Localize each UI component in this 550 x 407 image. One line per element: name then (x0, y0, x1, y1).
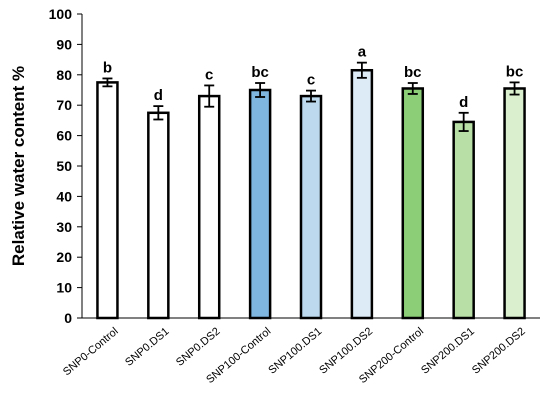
bar (299, 94, 323, 320)
bar (503, 87, 526, 320)
y-tick-label: 90 (56, 36, 72, 52)
category-label: SNP0.DS2 (174, 325, 222, 368)
significance-letter: c (205, 66, 213, 83)
category-label: SNP200.DS1 (419, 325, 477, 376)
bar (452, 120, 475, 320)
significance-letter: d (154, 87, 163, 104)
bar (96, 81, 119, 320)
category-label: SNP0.DS1 (123, 325, 171, 368)
category-labels: SNP0-Control SNP0.DS1 SNP0.DS2SNP100-Contr… (61, 325, 528, 386)
significance-letter: b (103, 59, 112, 76)
y-tick-label: 40 (56, 188, 72, 204)
significance-letter: bc (404, 64, 422, 81)
y-tick-label: 70 (56, 97, 72, 113)
category-label: SNP100.DS1 (266, 325, 324, 376)
significance-letter: bc (506, 63, 524, 80)
y-tick-label: 0 (64, 310, 72, 326)
significance-letter: c (307, 72, 315, 89)
y-tick-label: 100 (49, 6, 73, 22)
category-label: SNP0-Control (61, 325, 121, 378)
significance-letter: d (459, 94, 468, 111)
y-tick-label: 20 (56, 249, 72, 265)
bar (147, 111, 170, 320)
significance-letter: a (358, 44, 367, 61)
y-tick-label: 30 (56, 219, 72, 235)
y-tick-label: 80 (56, 67, 72, 83)
bar (197, 94, 221, 320)
y-tick-label: 10 (56, 280, 72, 296)
significance-letter: bc (251, 64, 269, 81)
bars: b d c bc c a bc d bc (96, 44, 526, 320)
bar (350, 68, 374, 320)
y-axis-title: Relative water content % (9, 66, 28, 266)
bar (401, 87, 425, 320)
bar (248, 88, 272, 320)
y-tick-label: 60 (56, 128, 72, 144)
category-label: SNP200.DS2 (470, 325, 528, 376)
y-tick-label: 50 (56, 158, 72, 174)
y-axis-ticks: 0 10 20 30 40 50 60 70 80 90 100 (49, 6, 82, 326)
